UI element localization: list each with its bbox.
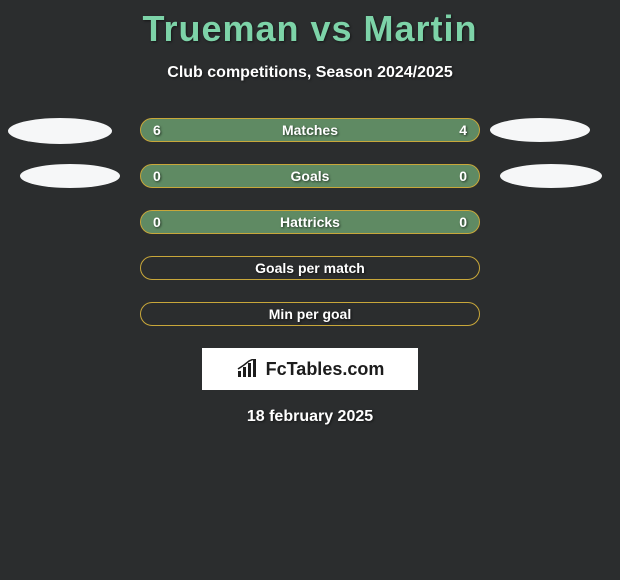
stat-label: Matches — [282, 122, 338, 138]
stat-row-mpg: Min per goal — [0, 302, 620, 326]
left-ellipse-goals — [20, 164, 120, 188]
stat-bar-hattricks: 0 Hattricks 0 — [140, 210, 480, 234]
stat-label: Goals per match — [255, 260, 365, 276]
stat-label: Min per goal — [269, 306, 351, 322]
stat-row-gpm: Goals per match — [0, 256, 620, 280]
right-ellipse-goals — [500, 164, 602, 188]
stat-label: Goals — [291, 168, 330, 184]
brand-logo: FcTables.com — [202, 348, 418, 390]
stat-row-matches: 6 Matches 4 — [0, 118, 620, 142]
stats-container: 6 Matches 4 0 Goals 0 0 Hattricks 0 Goal… — [0, 118, 620, 326]
stat-bar-goals: 0 Goals 0 — [140, 164, 480, 188]
stat-row-goals: 0 Goals 0 — [0, 164, 620, 188]
brand-logo-inner: FcTables.com — [236, 359, 385, 380]
stat-right-value: 4 — [459, 122, 467, 138]
stat-right-value: 0 — [459, 214, 467, 230]
stat-left-value: 6 — [153, 122, 161, 138]
brand-text: FcTables.com — [266, 359, 385, 380]
stat-label: Hattricks — [280, 214, 340, 230]
stat-bar-gpm: Goals per match — [140, 256, 480, 280]
right-ellipse-matches — [490, 118, 590, 142]
stat-left-value: 0 — [153, 214, 161, 230]
chart-icon — [236, 359, 260, 379]
stat-left-value: 0 — [153, 168, 161, 184]
stat-row-hattricks: 0 Hattricks 0 — [0, 210, 620, 234]
subtitle: Club competitions, Season 2024/2025 — [0, 64, 620, 82]
stat-bar-matches: 6 Matches 4 — [140, 118, 480, 142]
left-ellipse-matches — [8, 118, 112, 144]
page-title: Trueman vs Martin — [0, 0, 620, 50]
stat-bar-mpg: Min per goal — [140, 302, 480, 326]
stat-right-value: 0 — [459, 168, 467, 184]
date-text: 18 february 2025 — [0, 408, 620, 426]
